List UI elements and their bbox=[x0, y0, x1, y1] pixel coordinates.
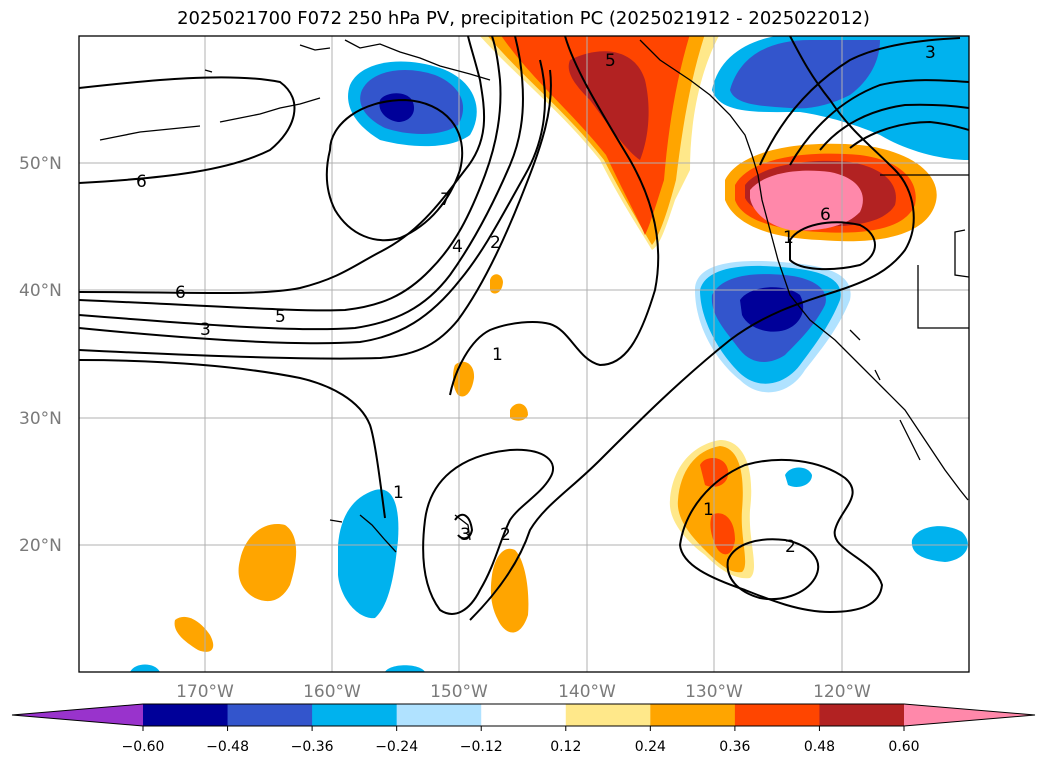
colorbar-tick-label: −0.48 bbox=[206, 739, 249, 755]
shading-layer bbox=[130, 36, 969, 672]
colorbar-segment bbox=[565, 704, 651, 726]
contour-label: 7 bbox=[440, 190, 451, 210]
negative-anomaly-hawaii bbox=[338, 489, 399, 619]
contour-label: 3 bbox=[925, 43, 936, 63]
latitude-labels: 20°N 30°N 40°N 50°N bbox=[19, 154, 62, 556]
colorbar-tick-label: 0.48 bbox=[804, 739, 835, 755]
contour-label: 1 bbox=[703, 500, 714, 520]
colorbar-tick-label: 0.36 bbox=[719, 739, 750, 755]
contour-label: 4 bbox=[452, 237, 463, 257]
contour-label: 2 bbox=[500, 525, 511, 545]
colorbar-segment bbox=[819, 704, 905, 726]
lat-label: 40°N bbox=[19, 281, 62, 301]
contour-label: 5 bbox=[275, 307, 286, 327]
lon-label: 160°W bbox=[303, 682, 361, 702]
contour-labels: 6 6 5 3 7 4 2 1 1 1 3 2 1 2 6 5 3 bbox=[136, 43, 936, 557]
colorbar-tick-label: −0.36 bbox=[291, 739, 334, 755]
colorbar-segment bbox=[143, 704, 229, 726]
colorbar-extend-max bbox=[904, 704, 1035, 726]
map-frame bbox=[78, 35, 970, 673]
contour-label: 1 bbox=[393, 483, 404, 503]
colorbar-segment bbox=[734, 704, 820, 726]
contour-label: 6 bbox=[175, 283, 186, 303]
colorbar: −0.60 −0.48 −0.36 −0.24 −0.12 0.12 0.24 0.36 0.4… bbox=[11, 703, 1036, 755]
colorbar-tick-label: 0.24 bbox=[635, 739, 666, 755]
positive-anomaly-south bbox=[490, 548, 529, 633]
lon-label: 120°W bbox=[813, 682, 871, 702]
coastlines bbox=[99, 39, 969, 553]
contour-label: 6 bbox=[136, 172, 147, 192]
colorbar-tick-label: −0.24 bbox=[375, 739, 418, 755]
positive-anomaly-subtropic-west bbox=[238, 524, 297, 602]
contour-label: 3 bbox=[200, 320, 211, 340]
lon-label: 150°W bbox=[430, 682, 488, 702]
pv-contours bbox=[79, 36, 969, 621]
longitude-labels: 170°W 160°W 150°W 140°W 130°W 120°W bbox=[176, 682, 871, 702]
colorbar-segment bbox=[396, 704, 482, 726]
colorbar-segment bbox=[227, 704, 313, 726]
lat-label: 20°N bbox=[19, 536, 62, 556]
map-plot-area: 6 6 5 3 7 4 2 1 1 1 3 2 1 2 6 5 3 bbox=[79, 36, 969, 672]
colorbar-segment bbox=[650, 704, 736, 726]
colorbar-tick-label: −0.12 bbox=[460, 739, 503, 755]
contour-label: 5 bbox=[605, 51, 616, 71]
colorbar-segment bbox=[481, 704, 567, 726]
contour-label: 2 bbox=[785, 537, 796, 557]
colorbar-tick-label: 0.60 bbox=[888, 739, 919, 755]
lon-label: 130°W bbox=[685, 682, 743, 702]
lat-label: 50°N bbox=[19, 154, 62, 174]
lon-label: 140°W bbox=[558, 682, 616, 702]
contour-label: 6 bbox=[820, 205, 831, 225]
contour-label: 3 bbox=[460, 525, 471, 545]
lat-label: 30°N bbox=[19, 409, 62, 429]
colorbar-tick-label: −0.60 bbox=[122, 739, 165, 755]
contour-label: 1 bbox=[492, 345, 503, 365]
map-title: 2025021700 F072 250 hPa PV, precipitatio… bbox=[177, 8, 870, 29]
colorbar-extend-min bbox=[12, 704, 143, 726]
contour-label: 1 bbox=[783, 228, 794, 248]
colorbar-tick-label: 0.12 bbox=[550, 739, 581, 755]
colorbar-segment bbox=[312, 704, 398, 726]
lon-label: 170°W bbox=[176, 682, 234, 702]
contour-label: 2 bbox=[490, 233, 501, 253]
